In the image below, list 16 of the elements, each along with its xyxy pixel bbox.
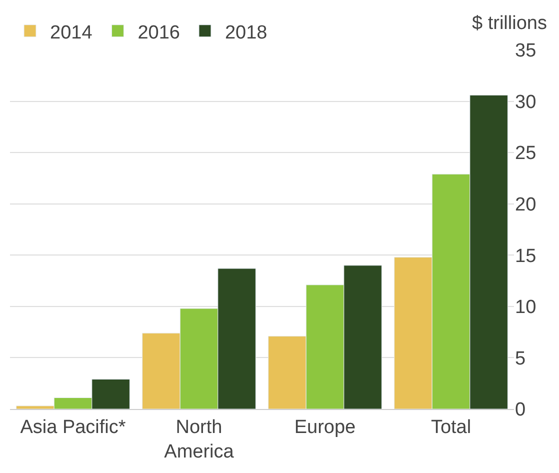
y-tick-label: 30 <box>515 92 536 113</box>
y-tick-label: 35 <box>515 40 536 62</box>
y-tick-label: 25 <box>515 143 536 164</box>
x-tick-label: North America <box>164 416 234 462</box>
legend-label: 2018 <box>224 22 268 44</box>
y-tick-label: 20 <box>515 194 536 216</box>
y-tick-label: 10 <box>515 297 536 318</box>
x-tick-label: Europe <box>294 416 356 438</box>
y-tick-label: 15 <box>515 246 536 267</box>
legend-label: 2016 <box>138 22 180 44</box>
legend-label: 2014 <box>50 22 93 44</box>
x-tick-label: Asia Pacific* <box>20 416 126 438</box>
y-tick-label: 0 <box>515 400 526 421</box>
y-axis-title: $ trillions <box>472 13 547 34</box>
y-tick-label: 5 <box>515 348 526 370</box>
x-tick-label: Total <box>430 416 472 438</box>
